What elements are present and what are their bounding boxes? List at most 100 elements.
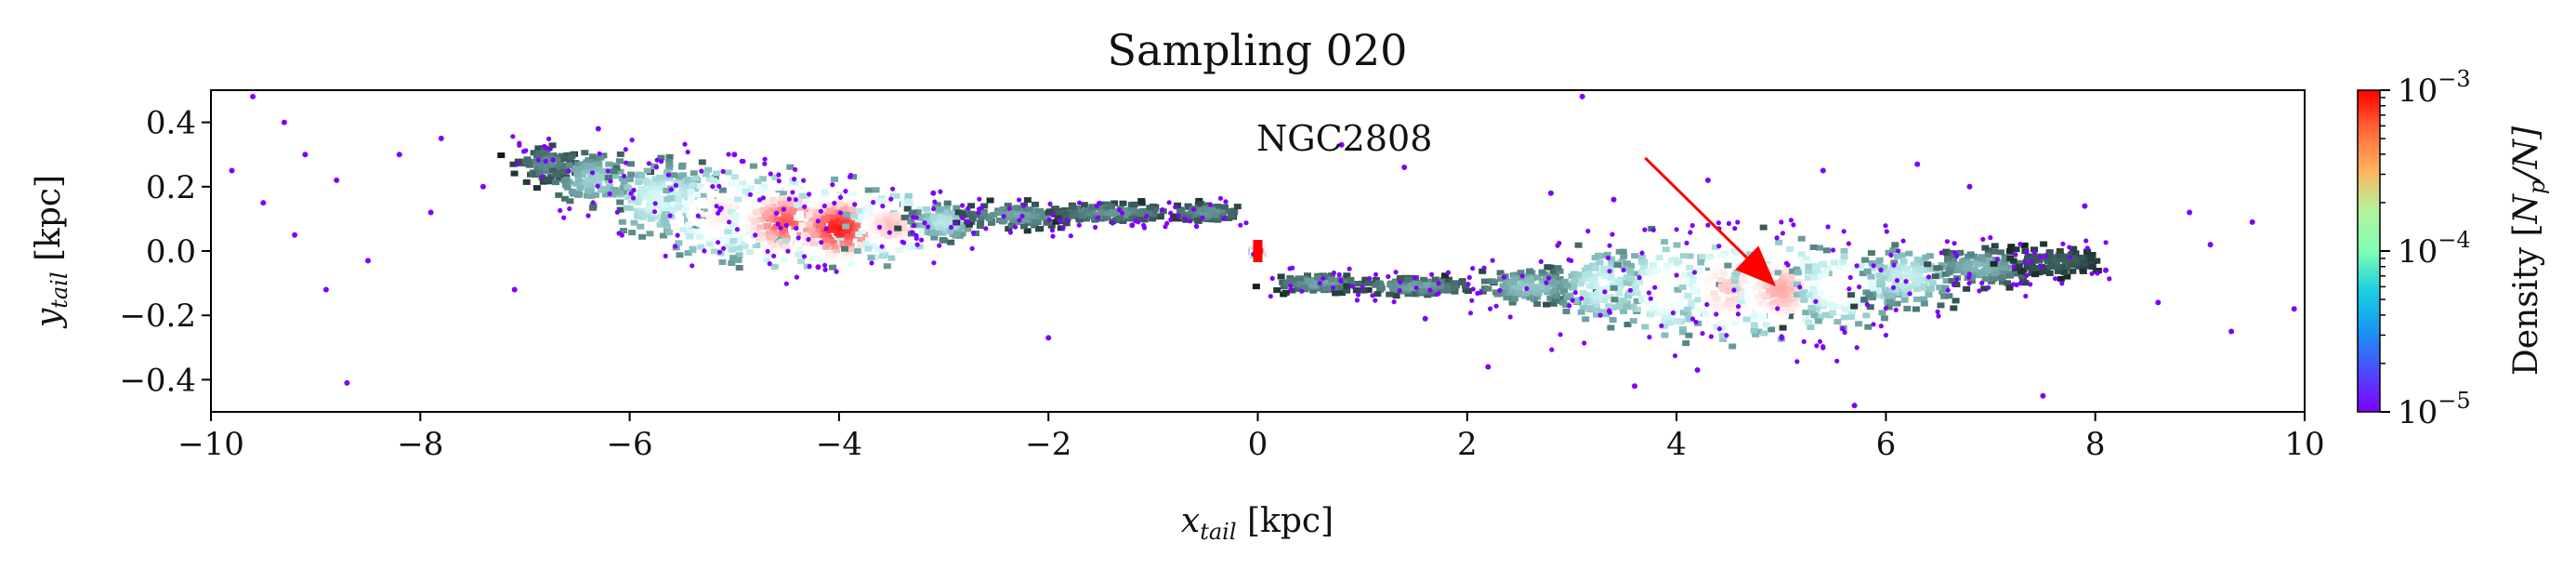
- scatter-point: [1914, 161, 1921, 167]
- density-cell: [1111, 200, 1119, 206]
- density-cell: [1197, 201, 1205, 207]
- scatter-point: [1338, 141, 1345, 148]
- density-cell: [781, 238, 789, 244]
- density-cell: [1855, 321, 1863, 327]
- density-cell: [806, 238, 814, 245]
- density-cell: [907, 218, 915, 225]
- scatter-point: [739, 158, 744, 164]
- scatter-point: [2011, 264, 2017, 270]
- scatter-point: [1223, 199, 1229, 205]
- scatter-point: [1481, 265, 1487, 271]
- density-cell: [691, 196, 700, 203]
- density-cell: [735, 265, 743, 271]
- scatter-point: [1783, 260, 1790, 266]
- density-cell: [1608, 256, 1615, 262]
- density-cell: [1980, 268, 1989, 273]
- density-cell: [563, 152, 572, 158]
- y-axis-title: ytail [kpc]: [30, 175, 72, 329]
- density-cell: [1517, 270, 1525, 276]
- density-cell: [1855, 300, 1863, 307]
- density-cell: [1978, 256, 1986, 262]
- density-cell: [731, 200, 740, 206]
- scatter-point: [1570, 298, 1575, 303]
- density-cell: [1556, 268, 1564, 274]
- scatter-point: [1605, 255, 1611, 260]
- density-cell: [1714, 302, 1721, 309]
- density-cell: [655, 175, 664, 180]
- density-cell: [861, 213, 870, 218]
- scatter-point: [665, 172, 672, 178]
- density-cell: [819, 258, 826, 264]
- density-cell: [677, 191, 685, 197]
- density-cell: [1770, 288, 1779, 295]
- density-cell: [1570, 284, 1578, 291]
- density-cell: [1546, 295, 1555, 301]
- scatter-point: [1549, 347, 1555, 352]
- scatter-point: [1891, 262, 1897, 268]
- density-cell: [758, 176, 767, 182]
- scatter-point: [535, 157, 542, 163]
- scatter-point: [1436, 281, 1441, 286]
- density-cell: [821, 232, 829, 239]
- density-cell: [1014, 208, 1022, 214]
- scatter-point: [1194, 224, 1200, 230]
- density-cell: [635, 179, 643, 185]
- density-cell: [1781, 300, 1789, 307]
- density-cell: [1745, 251, 1754, 258]
- scatter-point: [727, 219, 732, 225]
- scatter-point: [566, 168, 572, 174]
- scatter-point: [547, 146, 553, 152]
- density-cell: [867, 226, 875, 232]
- density-cell: [2075, 263, 2083, 270]
- density-cell: [1607, 274, 1615, 281]
- density-cell: [756, 232, 764, 237]
- density-cell: [1496, 270, 1505, 276]
- scatter-point: [544, 145, 549, 151]
- density-cell: [835, 213, 843, 219]
- scatter-point: [1354, 298, 1360, 303]
- density-cell: [1756, 284, 1765, 289]
- density-cell: [1536, 284, 1544, 290]
- density-cell: [666, 210, 675, 217]
- scatter-point: [1268, 294, 1273, 299]
- density-cell: [668, 205, 677, 212]
- density-cell: [1883, 290, 1891, 296]
- density-cell: [844, 239, 852, 245]
- scatter-point: [775, 221, 781, 227]
- density-cell: [814, 194, 822, 201]
- density-cell: [1900, 291, 1909, 298]
- density-cell: [1553, 293, 1560, 299]
- density-cell: [1711, 244, 1719, 250]
- density-cell: [735, 245, 743, 252]
- scatter-point: [1797, 284, 1803, 290]
- scatter-point: [930, 190, 937, 196]
- density-cell: [1062, 220, 1071, 227]
- density-cell: [1668, 290, 1676, 297]
- density-cell: [589, 162, 598, 168]
- density-cell: [1937, 302, 1945, 309]
- y-axis-unit: [kpc]: [30, 175, 68, 272]
- density-cell: [1933, 265, 1941, 271]
- density-cell: [716, 197, 725, 203]
- density-cell: [1752, 331, 1760, 337]
- density-cell: [576, 185, 585, 192]
- density-cell: [1510, 276, 1518, 283]
- scatter-point: [734, 227, 741, 232]
- density-cell: [1873, 287, 1881, 294]
- density-cell: [1755, 328, 1763, 335]
- density-cell: [1945, 293, 1953, 299]
- density-cell: [1777, 279, 1785, 285]
- density-cell: [497, 152, 506, 158]
- density-cell: [2069, 262, 2077, 269]
- density-cell: [1212, 212, 1219, 218]
- density-cell: [1311, 283, 1320, 289]
- density-cell: [1848, 273, 1857, 279]
- density-cell: [1644, 297, 1652, 302]
- density-cell: [1627, 262, 1636, 269]
- density-cell: [1936, 272, 1944, 279]
- density-cell: [573, 170, 582, 177]
- density-cell: [1887, 287, 1896, 294]
- density-cell: [1684, 311, 1692, 317]
- scatter-point: [1736, 304, 1741, 310]
- density-cell: [1365, 280, 1373, 286]
